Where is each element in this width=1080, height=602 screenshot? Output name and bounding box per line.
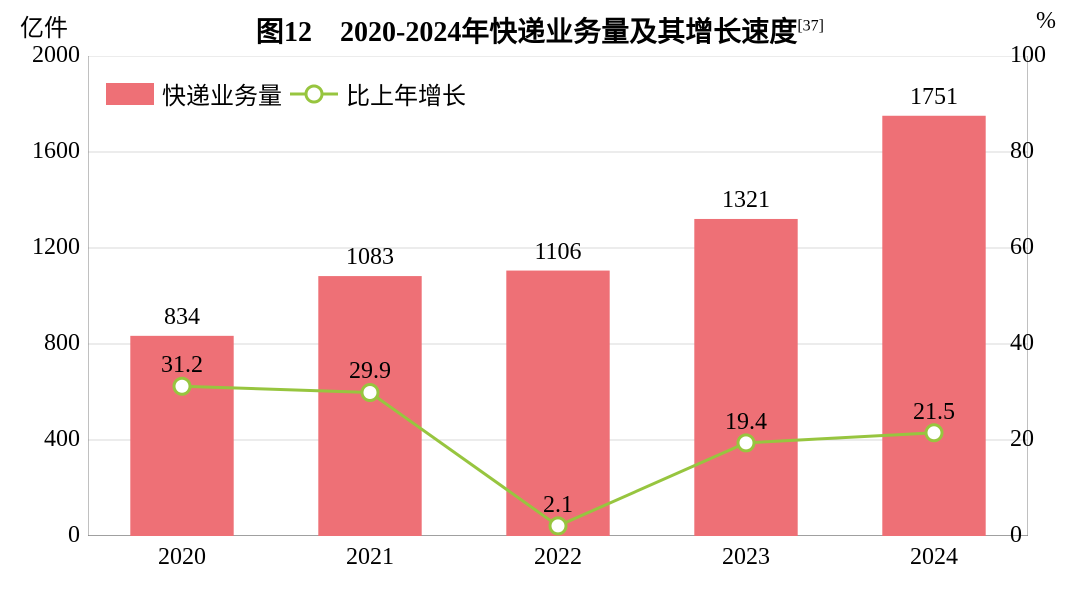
chart-title-citation: [37] (797, 18, 824, 35)
legend-bar-label: 快递业务量 (162, 76, 282, 111)
y-right-tick: 20 (1010, 426, 1070, 453)
legend-line-swatch (290, 83, 338, 105)
x-tick: 2020 (132, 544, 232, 571)
chart-container: 亿件 图12 2020-2024年快递业务量及其增长速度[37] % 快递业务量… (0, 0, 1080, 602)
y-right-tick: 60 (1010, 234, 1070, 261)
y-right-tick: 80 (1010, 138, 1070, 165)
y-left-tick: 400 (10, 426, 80, 453)
y-left-tick: 800 (10, 330, 80, 357)
plot-area (88, 56, 1028, 536)
x-tick: 2024 (884, 544, 984, 571)
y-right-tick: 40 (1010, 330, 1070, 357)
y-left-tick: 2000 (10, 42, 80, 69)
x-tick: 2021 (320, 544, 420, 571)
x-tick: 2022 (508, 544, 608, 571)
y-left-tick: 0 (10, 522, 80, 549)
legend: 快递业务量 比上年增长 (106, 76, 466, 111)
y-left-tick: 1200 (10, 234, 80, 261)
chart-title-main: 图12 2020-2024年快递业务量及其增长速度 (256, 17, 797, 48)
chart-svg (88, 56, 1028, 536)
y-right-unit: % (1036, 8, 1056, 35)
y-left-tick: 1600 (10, 138, 80, 165)
legend-bar-swatch (106, 83, 154, 105)
y-right-tick: 0 (1010, 522, 1070, 549)
x-tick: 2023 (696, 544, 796, 571)
chart-title: 图12 2020-2024年快递业务量及其增长速度[37] (0, 10, 1080, 50)
legend-line-label: 比上年增长 (346, 76, 466, 111)
y-right-tick: 100 (1010, 42, 1070, 69)
